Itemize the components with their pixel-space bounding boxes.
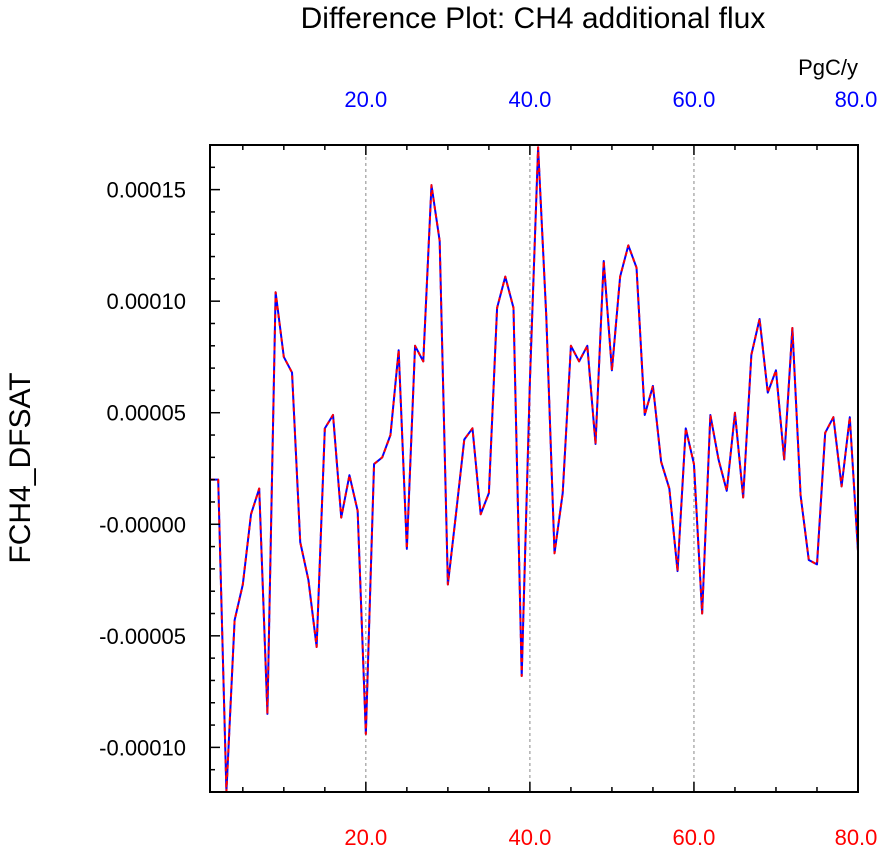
y-tick-label: -0.00005	[99, 624, 186, 649]
units-label: PgC/y	[798, 55, 858, 80]
chart-title: Difference Plot: CH4 additional flux	[301, 2, 766, 35]
x-tick-label-top: 20.0	[344, 87, 387, 112]
x-tick-label-bottom: 60.0	[673, 825, 716, 850]
x-tick-label-bottom: 40.0	[508, 825, 551, 850]
y-tick-label: 0.00015	[106, 178, 186, 203]
plot-lines	[210, 146, 859, 793]
tick-labels: 0.00015 0.00010 0.00005 -0.00000 -0.00005 -0.…	[99, 87, 877, 850]
gridlines	[365, 145, 695, 792]
x-tick-label-bottom: 80.0	[835, 825, 878, 850]
plot-frame	[209, 144, 859, 793]
y-tick-label: -0.00000	[99, 512, 186, 537]
y-tick-label: -0.00010	[99, 735, 186, 760]
y-tick-label: 0.00005	[106, 401, 186, 426]
x-tick-label-top: 40.0	[508, 87, 551, 112]
series-line-2	[210, 146, 859, 793]
x-tick-label-top: 80.0	[835, 87, 878, 112]
x-tick-label-bottom: 20.0	[344, 825, 387, 850]
y-tick-label: 0.00010	[106, 289, 186, 314]
y-axis-label: FCH4_DFSAT	[4, 372, 37, 563]
x-tick-label-top: 60.0	[673, 87, 716, 112]
